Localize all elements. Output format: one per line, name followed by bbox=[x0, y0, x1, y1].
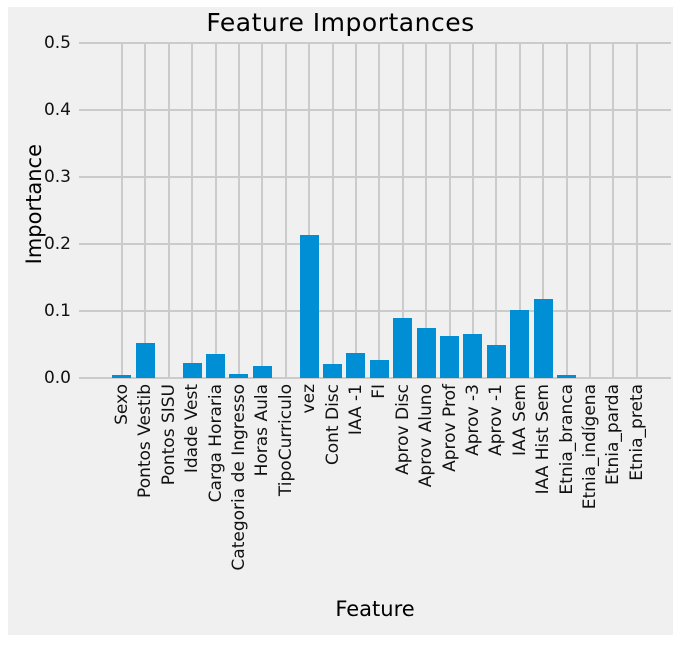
gridline-x-1 bbox=[144, 43, 147, 378]
chart-figure: Feature Importances Importance 0.0 0.1 0.2… bbox=[8, 7, 673, 635]
x-tick-text: Categoria de Ingresso bbox=[228, 384, 249, 571]
bar-Categoria de Ingresso bbox=[229, 373, 249, 378]
bar-IAA Sem bbox=[510, 310, 530, 378]
x-tick-text: Horas Aula bbox=[252, 384, 273, 477]
bar-Idade Vest bbox=[182, 362, 202, 378]
x-tick-text: Pontos SISU bbox=[158, 384, 179, 486]
x-tick-text: IAA Hist Sem bbox=[533, 384, 554, 495]
bar-vez bbox=[299, 235, 319, 378]
x-tick-text: vez bbox=[299, 384, 320, 414]
gridline-x-0 bbox=[120, 43, 123, 378]
gridline-y-0.1 bbox=[79, 310, 671, 312]
y-tick-label-0.3: 0.3 bbox=[43, 167, 71, 187]
gridline-x-10 bbox=[354, 43, 357, 378]
gridline-x-18 bbox=[542, 43, 545, 378]
plot-area bbox=[79, 42, 671, 379]
gridline-x-2 bbox=[167, 43, 170, 378]
gridline-x-3 bbox=[191, 43, 194, 378]
gridline-x-22 bbox=[635, 43, 638, 378]
bar-Aprov Disc bbox=[393, 318, 413, 378]
gridline-x-14 bbox=[448, 43, 451, 378]
y-tick-label-0.4: 0.4 bbox=[43, 100, 71, 120]
x-tick-text: Etnia_preta bbox=[626, 384, 647, 481]
x-tick-text: Carga Horaria bbox=[205, 384, 226, 503]
gridline-x-9 bbox=[331, 43, 334, 378]
gridline-x-4 bbox=[214, 43, 217, 378]
bar-Aprov -1 bbox=[486, 344, 506, 378]
x-tick-text: Idade Vest bbox=[182, 384, 203, 474]
gridline-y-0.5 bbox=[79, 42, 671, 44]
bar-IAA Hist Sem bbox=[533, 298, 553, 378]
bar-IAA -1 bbox=[346, 352, 366, 378]
gridline-x-19 bbox=[565, 43, 568, 378]
chart-title: Feature Importances bbox=[206, 8, 475, 37]
x-tick-text: IAA -1 bbox=[345, 384, 366, 436]
bar-Carga Horaria bbox=[206, 353, 225, 378]
gridline-x-15 bbox=[471, 43, 474, 378]
gridline-y-0.4 bbox=[79, 109, 671, 111]
gridline-x-13 bbox=[425, 43, 428, 378]
gridline-x-8 bbox=[308, 43, 311, 378]
x-tick-text: Etnia_branca bbox=[556, 384, 577, 495]
gridline-x-5 bbox=[237, 43, 240, 378]
gridline-x-17 bbox=[518, 43, 521, 378]
y-tick-label-0.0: 0.0 bbox=[43, 368, 71, 388]
gridline-y-0.3 bbox=[79, 176, 671, 178]
bar-Sexo bbox=[112, 375, 132, 378]
x-tick-text: TipoCurriculo bbox=[275, 384, 296, 497]
gridline-x-7 bbox=[284, 43, 287, 378]
x-tick-text: Pontos Vestib bbox=[135, 384, 156, 498]
gridline-x-21 bbox=[612, 43, 615, 378]
gridline-x-20 bbox=[588, 43, 591, 378]
x-tick-text: Etnia_indígena bbox=[579, 384, 600, 510]
x-tick-text: Etnia_parda bbox=[603, 384, 624, 485]
x-tick-text: Aprov Disc bbox=[392, 384, 413, 475]
x-axis-label: Feature bbox=[335, 597, 415, 621]
bar-Aprov Aluno bbox=[416, 327, 436, 378]
x-tick-text: Aprov Prof bbox=[439, 384, 460, 472]
gridline-x-11 bbox=[378, 43, 381, 378]
x-tick-text: Cont Disc bbox=[322, 384, 343, 466]
bar-Etnia_branca bbox=[557, 375, 576, 378]
x-tick-text: FI bbox=[369, 384, 390, 399]
bar-Aprov Prof bbox=[440, 336, 459, 378]
y-tick-label-0.1: 0.1 bbox=[43, 301, 71, 321]
gridline-x-12 bbox=[401, 43, 404, 378]
gridline-y-0.0 bbox=[79, 377, 671, 379]
x-tick-text: Sexo bbox=[111, 384, 132, 425]
gridline-y-0.2 bbox=[79, 243, 671, 245]
gridline-x-6 bbox=[261, 43, 264, 378]
y-tick-label-0.5: 0.5 bbox=[43, 33, 71, 53]
bar-FI bbox=[369, 359, 389, 378]
gridline-x-16 bbox=[495, 43, 498, 378]
x-tick-text: Aprov -1 bbox=[486, 384, 507, 456]
y-tick-label-0.2: 0.2 bbox=[43, 234, 71, 254]
x-tick-text: IAA Sem bbox=[509, 384, 530, 456]
bar-Horas Aula bbox=[252, 365, 272, 378]
x-tick-text: Aprov Aluno bbox=[416, 384, 437, 488]
x-tick-text: Aprov -3 bbox=[462, 384, 483, 456]
bar-Cont Disc bbox=[323, 363, 342, 378]
bar-Aprov -3 bbox=[463, 333, 483, 378]
bar-Pontos Vestib bbox=[135, 343, 155, 378]
